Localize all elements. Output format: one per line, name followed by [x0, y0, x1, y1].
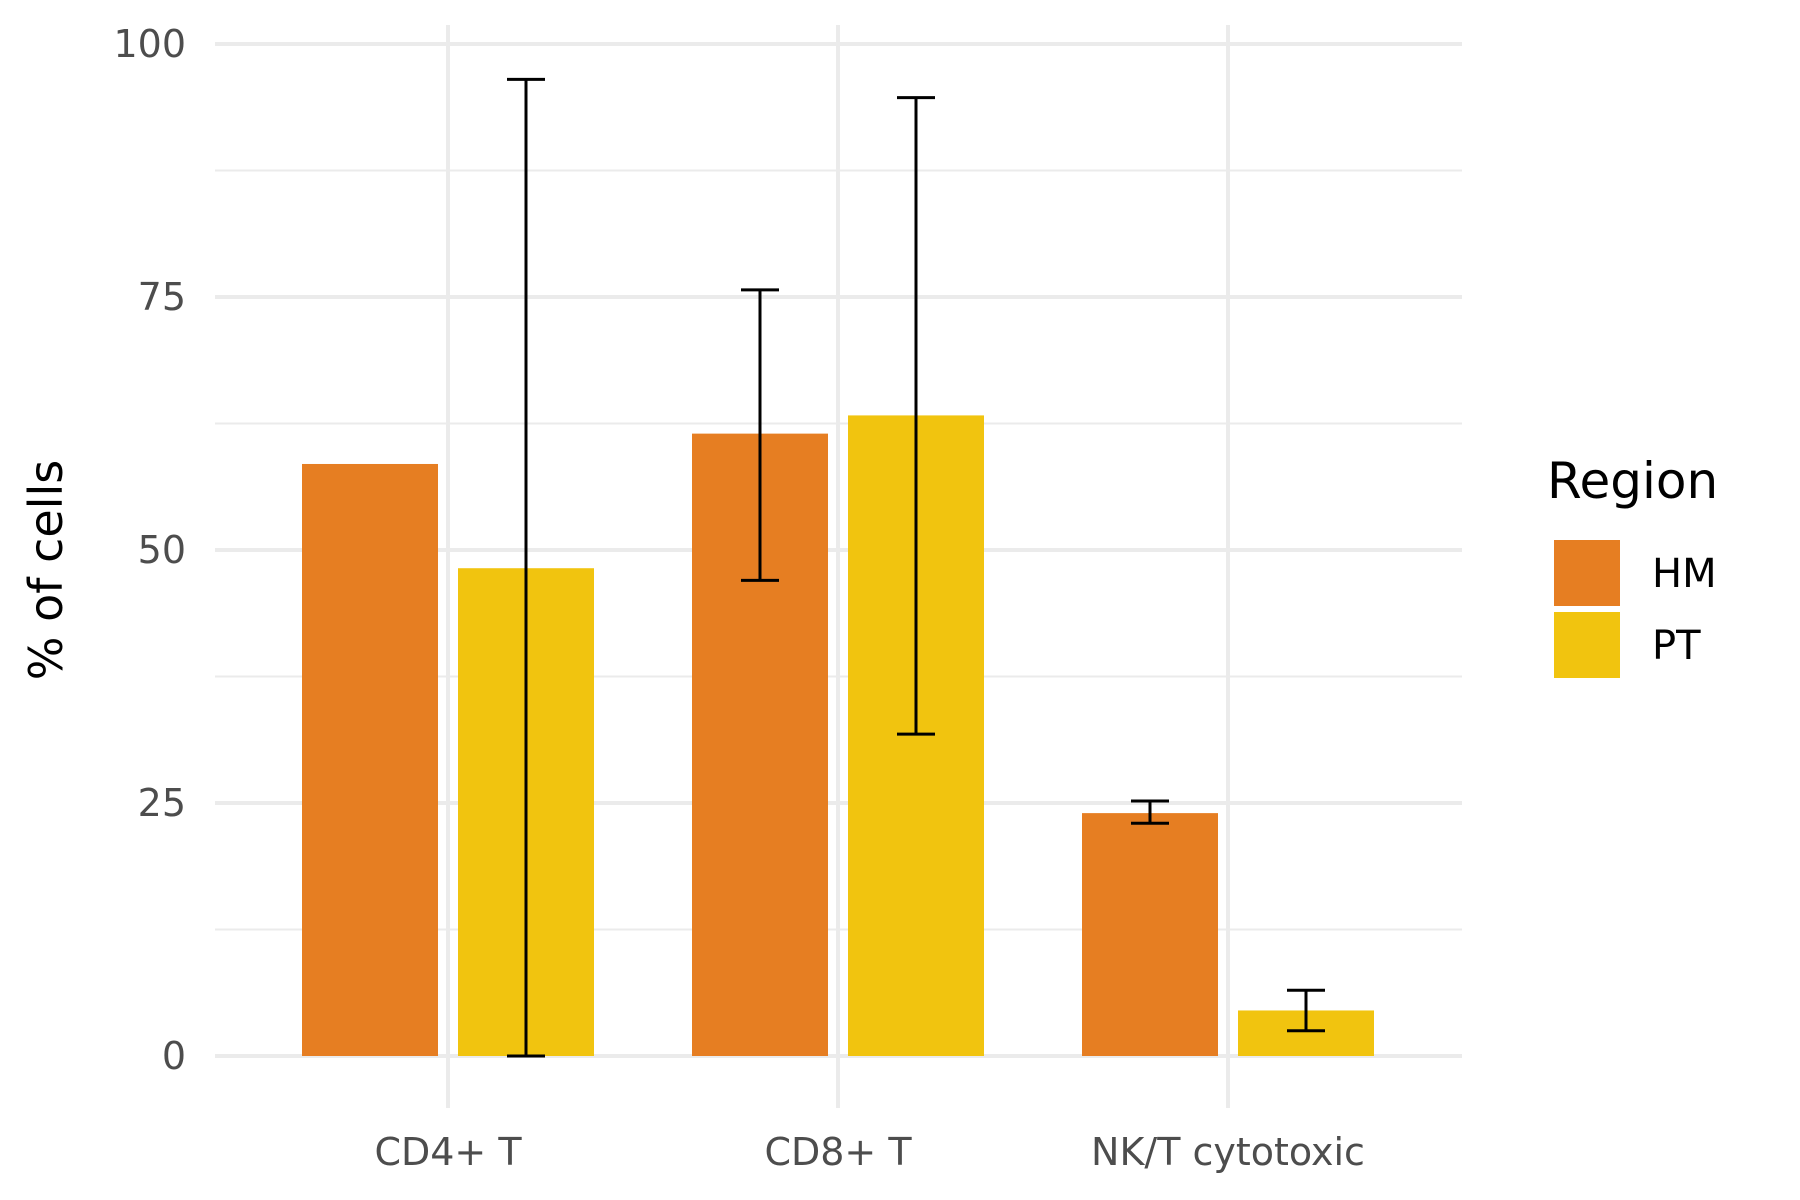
y-tick-label: 100 [113, 22, 186, 66]
y-tick-label: 0 [162, 1034, 186, 1078]
legend-title: Region [1547, 452, 1718, 510]
x-axis-ticks: CD4+ T CD8+ T NK/T cytotoxic [374, 1130, 1365, 1174]
y-axis-ticks: 0 25 50 75 100 [113, 22, 186, 1078]
x-tick-label: NK/T cytotoxic [1091, 1130, 1365, 1174]
x-tick-label: CD4+ T [374, 1130, 522, 1174]
bar-hm [302, 463, 438, 1057]
error-bars [507, 77, 1325, 1058]
legend-label-hm: HM [1652, 551, 1717, 597]
x-tick-label: CD8+ T [764, 1130, 912, 1174]
y-tick-label: 25 [138, 781, 186, 825]
bar-hm [1082, 813, 1218, 1056]
y-axis-title: % of cells [19, 460, 73, 680]
legend: Region HM PT [1547, 452, 1718, 678]
y-tick-label: 50 [138, 528, 186, 572]
legend-label-pt: PT [1652, 623, 1701, 669]
y-tick-label: 75 [138, 275, 186, 319]
legend-key-hm [1554, 540, 1620, 606]
legend-key-pt [1554, 612, 1620, 678]
